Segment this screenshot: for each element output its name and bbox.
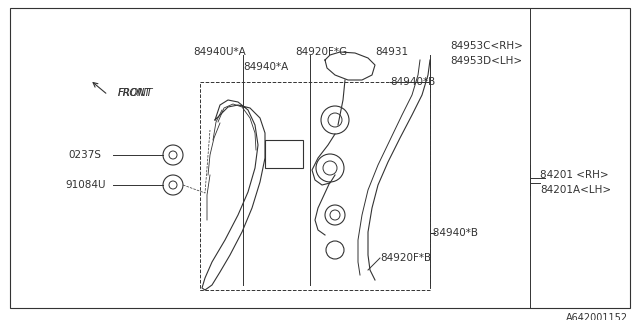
Text: 84920F*B: 84920F*B bbox=[380, 253, 431, 263]
Text: FRONT: FRONT bbox=[118, 88, 154, 98]
Bar bbox=[200, 82, 430, 290]
Text: 84940*A: 84940*A bbox=[243, 62, 288, 72]
Text: 84953D<LH>: 84953D<LH> bbox=[450, 56, 522, 66]
Text: 84201A<LH>: 84201A<LH> bbox=[540, 185, 611, 195]
Text: 84920F*G: 84920F*G bbox=[295, 47, 347, 57]
Text: 84940U*A: 84940U*A bbox=[193, 47, 246, 57]
Text: 84931: 84931 bbox=[375, 47, 408, 57]
Bar bbox=[265, 140, 303, 168]
Text: 0237S: 0237S bbox=[68, 150, 101, 160]
Text: 84953C<RH>: 84953C<RH> bbox=[450, 41, 523, 51]
Text: 91084U: 91084U bbox=[65, 180, 106, 190]
Text: FRONT: FRONT bbox=[118, 88, 151, 98]
Text: A642001152: A642001152 bbox=[566, 313, 628, 320]
Text: 84201 <RH>: 84201 <RH> bbox=[540, 170, 609, 180]
Text: 84940*B: 84940*B bbox=[390, 77, 435, 87]
Text: -84940*B: -84940*B bbox=[430, 228, 479, 238]
